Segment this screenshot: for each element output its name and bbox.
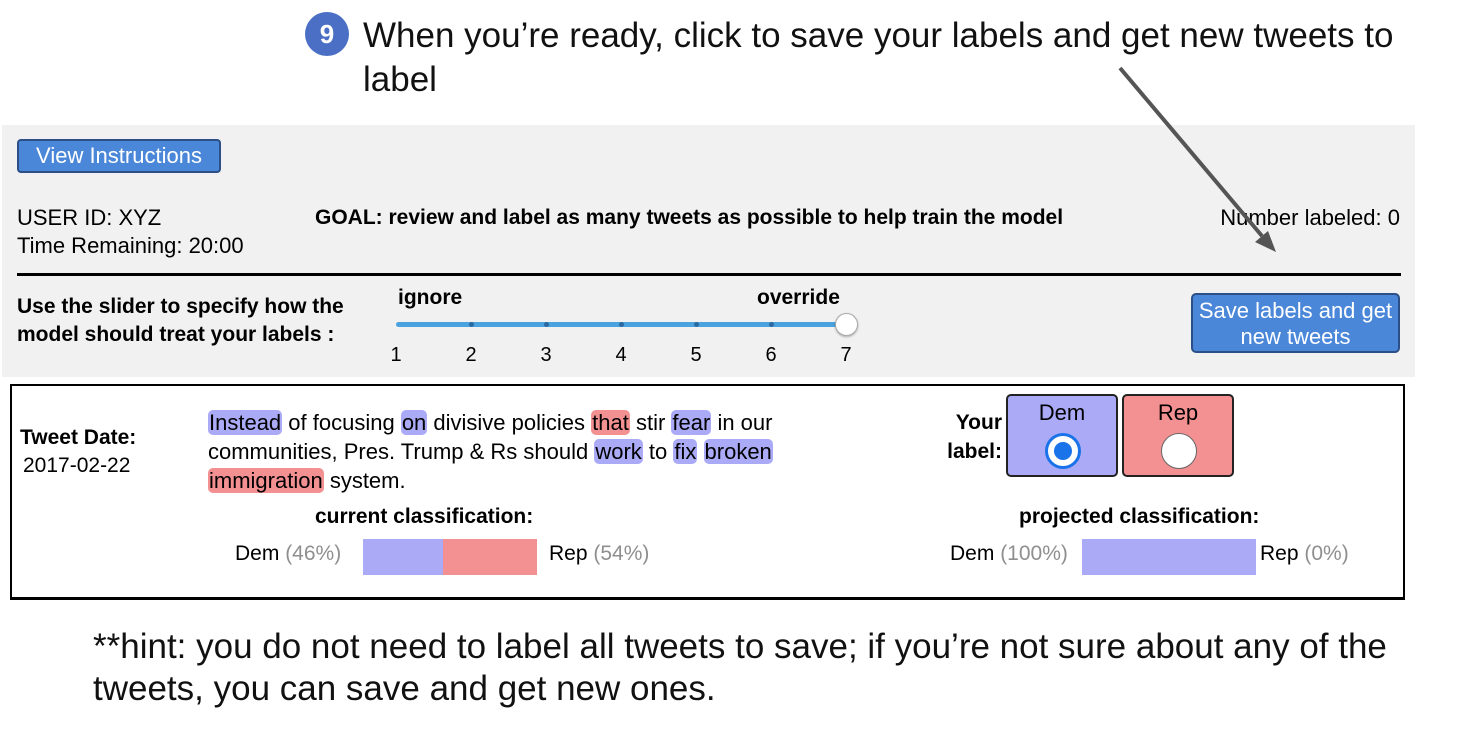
slider-step-dot [619, 322, 624, 327]
slider-tick-5: 5 [690, 344, 702, 366]
highlighted-word: work [594, 439, 643, 464]
hint-text: **hint: you do not need to label all twe… [93, 627, 1387, 708]
user-id: USER ID: XYZ [17, 205, 162, 230]
label-option-rep[interactable]: Rep [1122, 394, 1234, 477]
highlighted-word: fear [671, 410, 712, 435]
label-option-dem[interactable]: Dem [1006, 394, 1118, 477]
current-rep-label: Rep (54%) [549, 542, 649, 566]
projected-dem-percent: (100%) [1000, 542, 1068, 565]
tweet-date: 2017-02-22 [23, 454, 131, 477]
current-dem-bar [363, 539, 443, 575]
save-labels-button[interactable]: Save labels and get new tweets [1191, 293, 1400, 353]
highlighted-word: broken [703, 439, 773, 464]
tweet-text-segment: to [642, 439, 674, 464]
time-remaining: Time Remaining: 20:00 [17, 233, 244, 258]
slider-instruction: Use the slider to specify how the model … [17, 295, 344, 346]
highlighted-word: on [400, 410, 428, 435]
goal-text: GOAL: review and label as many tweets as… [315, 206, 1064, 229]
slider-label-override: override [757, 286, 840, 309]
tweet-text: Instead of focusing on divisive policies… [208, 408, 858, 495]
slider-step-dot [469, 322, 474, 327]
current-dem-name: Dem [235, 542, 280, 565]
label-option-rep-text: Rep [1157, 400, 1199, 425]
projected-rep-label: Rep (0%) [1260, 542, 1349, 566]
tweet-text-segment: stir [629, 410, 672, 435]
slider-step-dot [544, 322, 549, 327]
projected-dem-bar [1082, 539, 1256, 575]
slider-step-dot [769, 322, 774, 327]
view-instructions-button[interactable]: View Instructions [17, 139, 221, 173]
slider-tick-6: 6 [765, 344, 777, 366]
projected-dem-label: Dem (100%) [950, 542, 1068, 566]
your-label-heading: Your label: [947, 411, 1002, 463]
projected-dem-name: Dem [950, 542, 995, 565]
current-dem-percent: (46%) [285, 542, 342, 565]
tweet-text-segment: system. [323, 468, 406, 493]
slider-label-ignore: ignore [398, 286, 463, 309]
current-dem-label: Dem (46%) [235, 542, 341, 566]
highlighted-word: Instead [208, 410, 283, 435]
number-labeled: Number labeled: 0 [1220, 205, 1400, 230]
current-rep-name: Rep [549, 542, 588, 565]
slider-tick-3: 3 [540, 344, 552, 366]
slider-tick-7: 7 [840, 344, 852, 366]
slider-tick-1: 1 [390, 344, 402, 366]
highlighted-word: that [591, 410, 630, 435]
current-classification-title: current classification: [315, 505, 534, 528]
highlighted-word: fix [673, 439, 698, 464]
page-background-lower [0, 600, 1482, 730]
weight-slider-thumb[interactable] [835, 313, 858, 336]
tweet-text-segment: in our communities, Pres. Trump & Rs sho… [208, 410, 773, 464]
header-divider [17, 273, 1401, 276]
projected-rep-percent: (0%) [1304, 542, 1349, 565]
tweet-card-bottom-border [10, 597, 1405, 600]
current-rep-percent: (54%) [593, 542, 650, 565]
tweet-date-label: Tweet Date: [20, 426, 137, 449]
projected-rep-name: Rep [1260, 542, 1299, 565]
highlighted-word: immigration [208, 468, 324, 493]
slider-tick-4: 4 [615, 344, 627, 366]
tweet-text-segment [697, 439, 703, 464]
rep-radio-button[interactable] [1161, 433, 1197, 469]
slider-tick-2: 2 [465, 344, 477, 366]
step-number-badge: 9 [305, 12, 349, 56]
label-option-dem-text: Dem [1038, 400, 1086, 425]
tweet-text-segment: divisive policies [427, 410, 592, 435]
projected-classification-title: projected classification: [1019, 505, 1260, 528]
tweet-text-segment: of focusing [282, 410, 401, 435]
dem-radio-button[interactable] [1045, 433, 1081, 469]
step-instruction-text: When you’re ready, click to save your la… [363, 16, 1394, 99]
current-rep-bar [443, 539, 537, 575]
slider-step-dot [694, 322, 699, 327]
